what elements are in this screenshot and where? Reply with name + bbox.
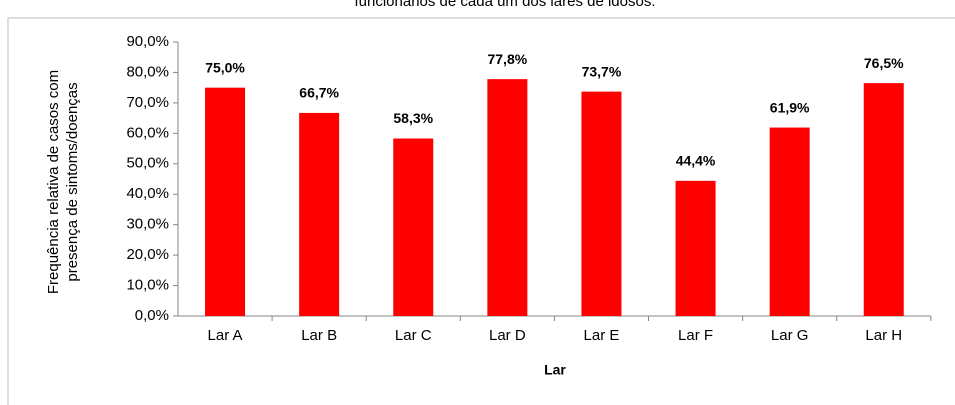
y-tick-label: 70,0%	[126, 94, 169, 111]
chart-title: funcionários de cada um dos lares de ido…	[354, 0, 655, 10]
data-label: 61,9%	[770, 99, 810, 115]
bar	[205, 87, 246, 317]
data-label: 77,8%	[487, 51, 527, 67]
bar	[487, 79, 528, 317]
data-label: 73,7%	[582, 63, 622, 79]
y-tick-label: 10,0%	[126, 277, 169, 294]
x-tick-label: Lar C	[395, 327, 432, 344]
x-tick-label: Lar H	[865, 327, 902, 344]
bar	[863, 83, 904, 316]
bar	[769, 127, 810, 316]
data-label: 66,7%	[299, 85, 339, 101]
x-tick-label: Lar A	[208, 327, 243, 344]
bar	[581, 91, 622, 316]
x-tick-label: Lar F	[678, 327, 713, 344]
y-tick-label: 20,0%	[126, 246, 169, 263]
y-tick-label: 80,0%	[126, 63, 169, 80]
y-tick-label: 90,0%	[126, 33, 169, 50]
bar	[299, 112, 340, 317]
data-label: 44,4%	[676, 153, 716, 169]
x-tick-label: Lar D	[489, 327, 526, 344]
y-axis-label: presença de sintoms/doenças	[64, 82, 81, 281]
y-tick-label: 40,0%	[126, 185, 169, 202]
data-label: 76,5%	[864, 55, 904, 71]
bar	[393, 138, 434, 316]
x-axis-label: Lar	[544, 362, 566, 378]
data-label: 58,3%	[393, 110, 433, 126]
x-tick-label: Lar B	[301, 327, 337, 344]
y-tick-label: 60,0%	[126, 124, 169, 141]
chart-frame	[7, 17, 955, 405]
y-tick-label: 0,0%	[135, 307, 169, 324]
x-tick-label: Lar G	[771, 327, 809, 344]
y-tick-label: 30,0%	[126, 216, 169, 233]
data-label: 75,0%	[205, 59, 245, 75]
bar	[675, 180, 716, 316]
x-tick-label: Lar E	[584, 327, 620, 344]
y-axis-label: Frequência relativa de casos com	[45, 70, 62, 294]
y-tick-label: 50,0%	[126, 155, 169, 172]
